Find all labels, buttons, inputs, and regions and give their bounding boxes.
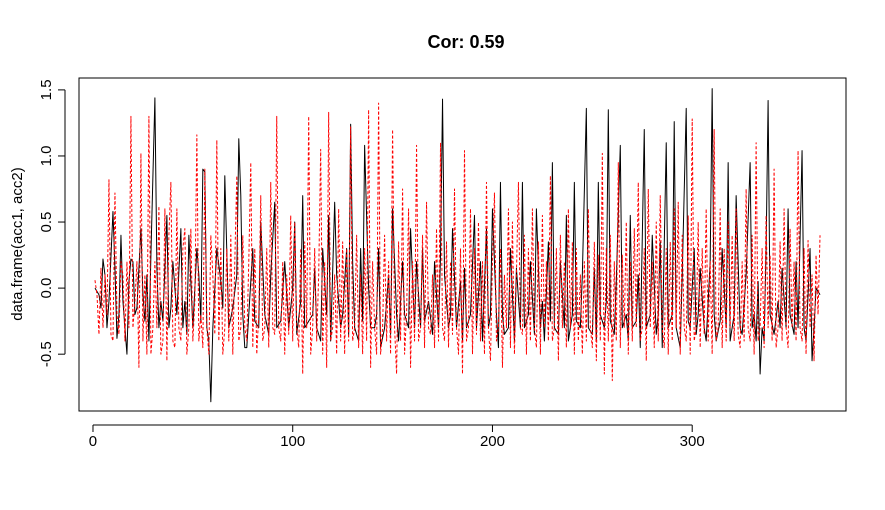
plot-area-border — [78, 77, 847, 412]
series-line-black-solid — [94, 88, 821, 403]
y-tick-label: -0.5 — [38, 341, 55, 367]
x-tick-label: 0 — [89, 433, 97, 450]
x-axis: 0 100 200 300 — [89, 424, 705, 450]
y-axis: -0.5 0.0 0.5 1.0 1.5 — [38, 79, 66, 367]
chart-title: Cor: 0.59 — [427, 32, 504, 52]
y-tick-label: 0.5 — [38, 212, 55, 233]
series-line-red-dashed — [94, 102, 821, 382]
series-layer — [94, 88, 821, 403]
y-axis-label: data.frame(acc1, acc2) — [9, 167, 26, 320]
y-tick-label: 1.0 — [38, 146, 55, 167]
x-tick-label: 100 — [280, 433, 305, 450]
y-tick-label: 0.0 — [38, 278, 55, 299]
x-tick-label: 300 — [680, 433, 705, 450]
x-tick-label: 200 — [480, 433, 505, 450]
y-tick-label: 1.5 — [38, 79, 55, 100]
